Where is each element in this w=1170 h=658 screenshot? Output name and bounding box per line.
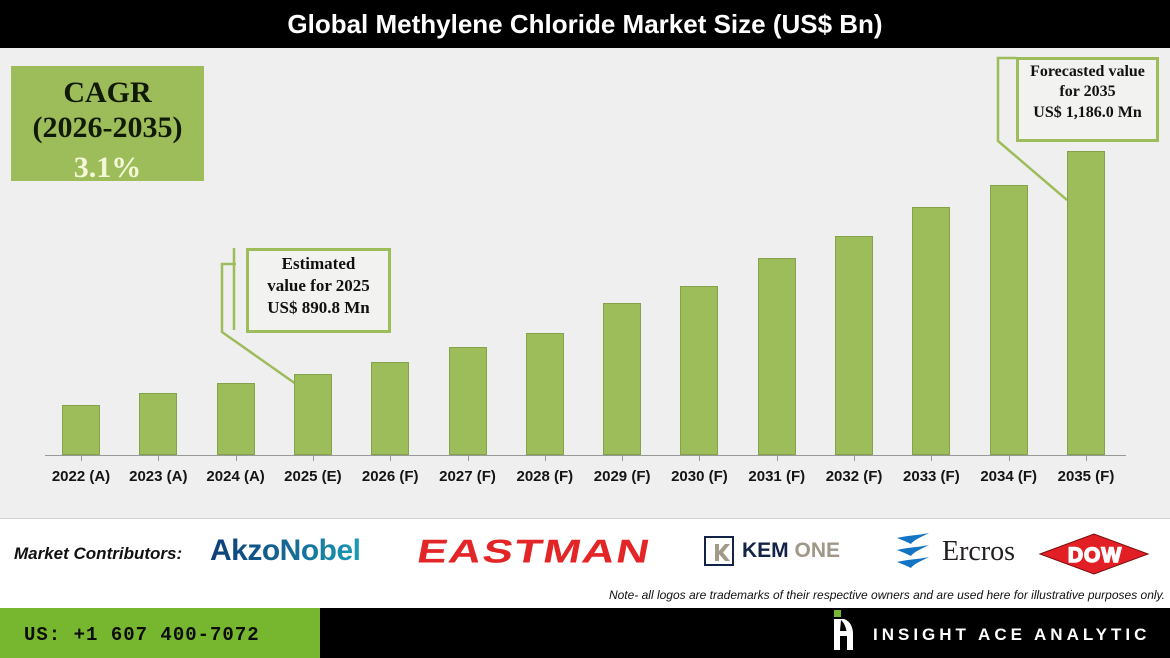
svg-text:DOW: DOW <box>1068 544 1122 567</box>
